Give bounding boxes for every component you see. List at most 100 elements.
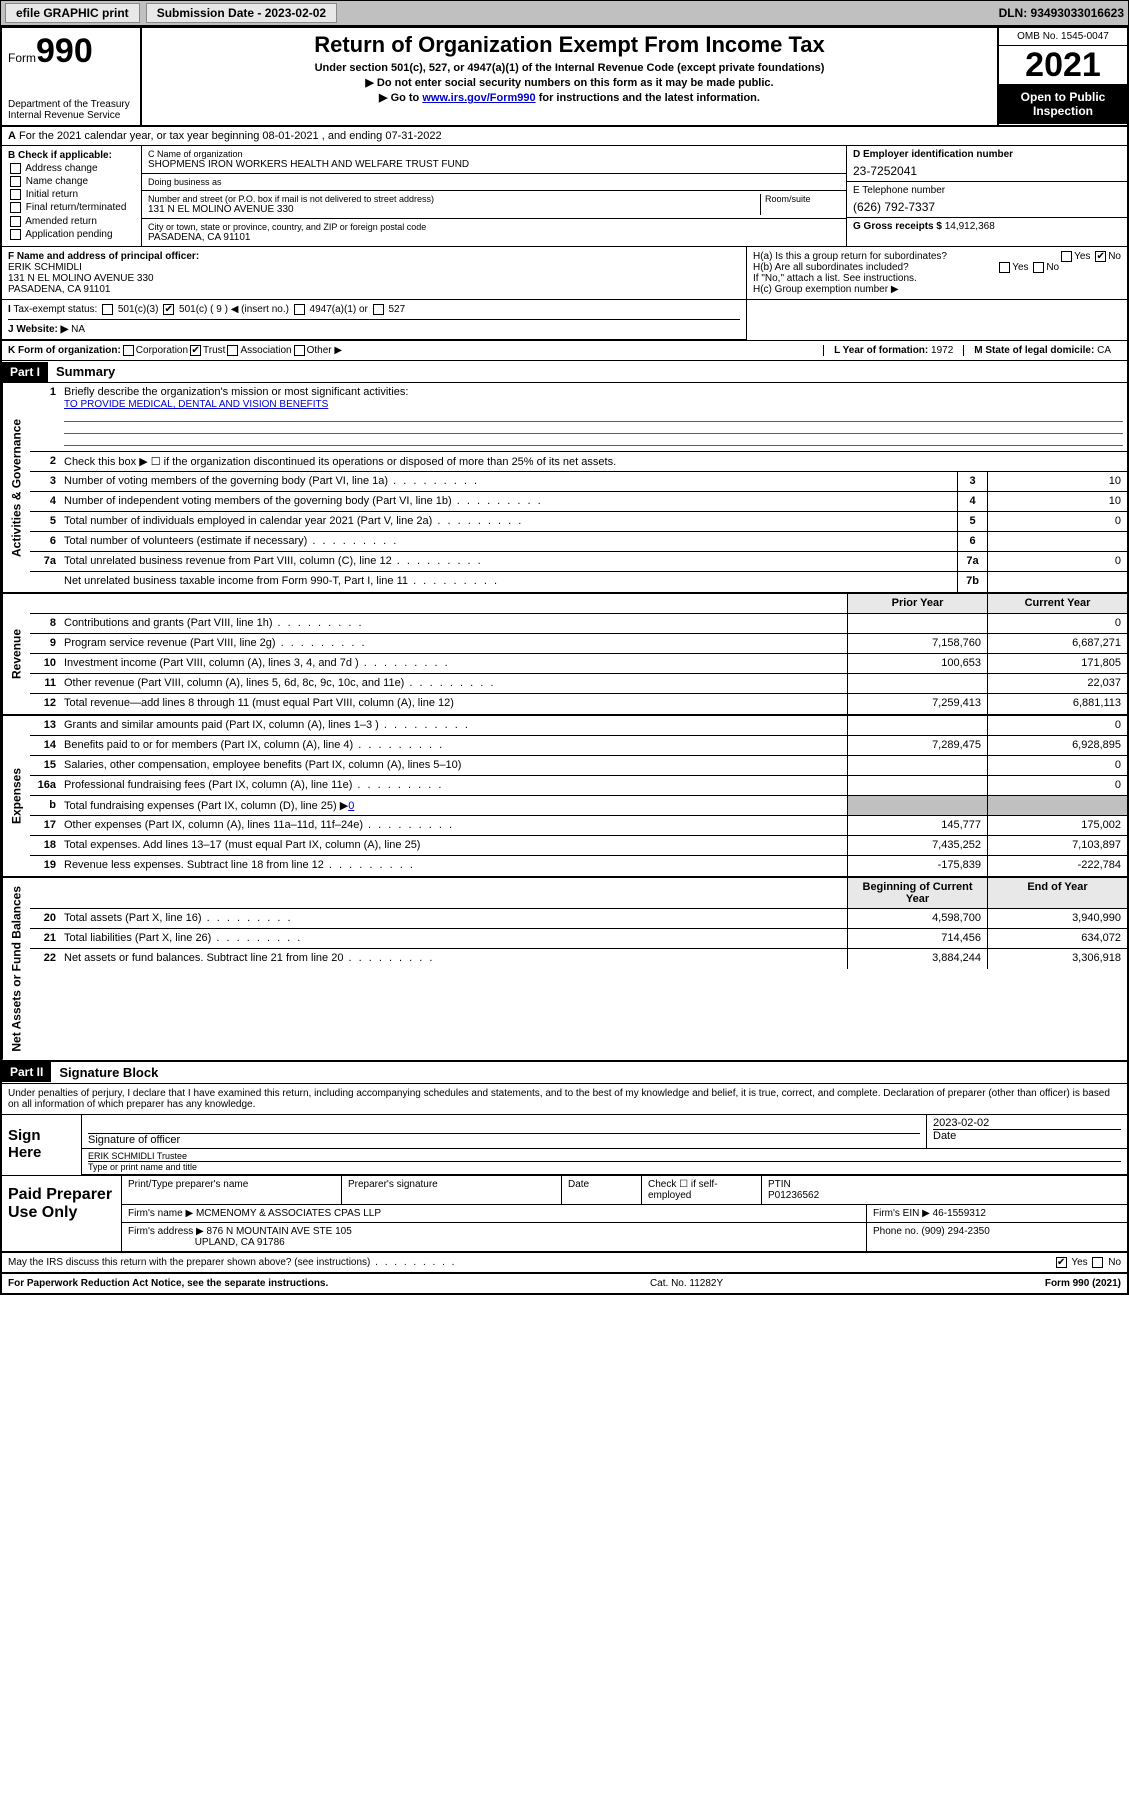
- line11-prior: [847, 674, 987, 693]
- header-left: Form990 Department of the Treasury Inter…: [2, 28, 142, 125]
- chk-final-return[interactable]: Final return/terminated: [8, 202, 135, 213]
- part1-title: Summary: [48, 361, 123, 382]
- line16b-prior: [847, 796, 987, 815]
- status-4947: 4947(a)(1) or: [310, 304, 368, 315]
- side-revenue: Revenue: [2, 594, 30, 714]
- sig-date: 2023-02-02: [933, 1117, 1121, 1129]
- line11-curr: 22,037: [987, 674, 1127, 693]
- officer-addr1: 131 N EL MOLINO AVENUE 330: [8, 273, 154, 284]
- line12-prior: 7,259,413: [847, 694, 987, 714]
- room-label: Room/suite: [765, 194, 840, 204]
- firm-ein-label: Firm's EIN ▶: [873, 1208, 930, 1219]
- phone-label: E Telephone number: [853, 185, 945, 196]
- street-address: 131 N EL MOLINO AVENUE 330: [148, 204, 760, 215]
- year-formation-label: L Year of formation:: [834, 345, 928, 356]
- main-info-block: B Check if applicable: Address change Na…: [2, 146, 1127, 247]
- city-label: City or town, state or province, country…: [148, 222, 840, 232]
- row-i-j: I Tax-exempt status: 501(c)(3) 501(c) ( …: [2, 300, 1127, 341]
- line19-label: Revenue less expenses. Subtract line 18 …: [60, 856, 847, 876]
- line13-label: Grants and similar amounts paid (Part IX…: [60, 716, 847, 735]
- firm-name: MCMENOMY & ASSOCIATES CPAS LLP: [196, 1208, 381, 1219]
- prep-selfemp: Check ☐ if self-employed: [642, 1176, 762, 1204]
- chk-address-change[interactable]: Address change: [8, 163, 135, 174]
- row-f-h: F Name and address of principal officer:…: [2, 247, 1127, 300]
- website-label: J Website: ▶: [8, 324, 68, 335]
- chk-amended-return[interactable]: Amended return: [8, 216, 135, 227]
- line3-label: Number of voting members of the governin…: [60, 472, 957, 491]
- line10-label: Investment income (Part VIII, column (A)…: [60, 654, 847, 673]
- public-inspection: Open to Public Inspection: [999, 84, 1127, 124]
- domicile: CA: [1097, 345, 1111, 356]
- line21-eoy: 634,072: [987, 929, 1127, 948]
- firm-ein: 46-1559312: [933, 1208, 986, 1219]
- ptin-label: PTIN: [768, 1179, 791, 1190]
- footer-left: For Paperwork Reduction Act Notice, see …: [8, 1278, 328, 1289]
- officer-label: F Name and address of principal officer:: [8, 251, 199, 262]
- ptin-value: P01236562: [768, 1190, 819, 1201]
- irs-label: Internal Revenue Service: [8, 110, 134, 121]
- form-header: Form990 Department of the Treasury Inter…: [2, 28, 1127, 127]
- line21-label: Total liabilities (Part X, line 26): [60, 929, 847, 948]
- line15-prior: [847, 756, 987, 775]
- firm-name-label: Firm's name ▶: [128, 1208, 193, 1219]
- chk-name-change[interactable]: Name change: [8, 176, 135, 187]
- prep-sig-hdr: Preparer's signature: [342, 1176, 562, 1204]
- printed-name-label: Type or print name and title: [88, 1161, 1121, 1172]
- chk-application-pending[interactable]: Application pending: [8, 229, 135, 240]
- addr-label: Number and street (or P.O. box if mail i…: [148, 194, 760, 204]
- sub3-pre: Go to: [391, 92, 423, 104]
- governance-section: Activities & Governance 1 Briefly descri…: [2, 383, 1127, 594]
- chk-initial-return[interactable]: Initial return: [8, 189, 135, 200]
- line14-label: Benefits paid to or for members (Part IX…: [60, 736, 847, 755]
- form-title: Return of Organization Exempt From Incom…: [148, 32, 991, 58]
- col-de-contact: D Employer identification number 23-7252…: [847, 146, 1127, 246]
- line12-curr: 6,881,113: [987, 694, 1127, 714]
- subtitle-1: Under section 501(c), 527, or 4947(a)(1)…: [148, 62, 991, 74]
- hb-note: If "No," attach a list. See instructions…: [753, 273, 1121, 284]
- row-k: K Form of organization: Corporation Trus…: [2, 341, 1127, 361]
- line15-curr: 0: [987, 756, 1127, 775]
- efile-button[interactable]: efile GRAPHIC print: [5, 3, 140, 23]
- discuss-label: May the IRS discuss this return with the…: [8, 1257, 456, 1268]
- row-a-tax-year: A For the 2021 calendar year, or tax yea…: [2, 127, 1127, 146]
- form-footer: For Paperwork Reduction Act Notice, see …: [2, 1274, 1127, 1293]
- irs-link[interactable]: www.irs.gov/Form990: [422, 92, 535, 104]
- submission-date-button[interactable]: Submission Date - 2023-02-02: [146, 3, 337, 23]
- officer-name: ERIK SCHMIDLI: [8, 262, 82, 273]
- line16a-label: Professional fundraising fees (Part IX, …: [60, 776, 847, 795]
- penalty-statement: Under penalties of perjury, I declare th…: [2, 1084, 1127, 1115]
- status-527: 527: [388, 304, 405, 315]
- org-assoc: Association: [240, 345, 291, 356]
- line2-label: Check this box ▶ ☐ if the organization d…: [60, 452, 1127, 471]
- netassets-section: Net Assets or Fund Balances Beginning of…: [2, 878, 1127, 1062]
- phone-value: (626) 792-7337: [853, 196, 1121, 214]
- line18-curr: 7,103,897: [987, 836, 1127, 855]
- line20-label: Total assets (Part X, line 16): [60, 909, 847, 928]
- line22-eoy: 3,306,918: [987, 949, 1127, 969]
- line16a-prior: [847, 776, 987, 795]
- line16b-val: 0: [348, 800, 354, 812]
- principal-officer: F Name and address of principal officer:…: [2, 247, 747, 299]
- line9-label: Program service revenue (Part VIII, line…: [60, 634, 847, 653]
- line14-curr: 6,928,895: [987, 736, 1127, 755]
- part2-badge: Part II: [2, 1062, 51, 1082]
- line13-curr: 0: [987, 716, 1127, 735]
- line10-curr: 171,805: [987, 654, 1127, 673]
- line9-curr: 6,687,271: [987, 634, 1127, 653]
- line18-prior: 7,435,252: [847, 836, 987, 855]
- subtitle-3: Go to www.irs.gov/Form990 for instructio…: [148, 91, 991, 104]
- sig-officer-label: Signature of officer: [88, 1133, 920, 1146]
- firm-addr1: 876 N MOUNTAIN AVE STE 105: [207, 1226, 352, 1237]
- prep-name-hdr: Print/Type preparer's name: [122, 1176, 342, 1204]
- line17-prior: 145,777: [847, 816, 987, 835]
- form-number: 990: [36, 32, 93, 70]
- domicile-label: M State of legal domicile:: [974, 345, 1094, 356]
- gross-receipts-value: 14,912,368: [945, 221, 995, 232]
- sign-here-block: Sign Here Signature of officer 2023-02-0…: [2, 1115, 1127, 1176]
- line14-prior: 7,289,475: [847, 736, 987, 755]
- mission-text: TO PROVIDE MEDICAL, DENTAL AND VISION BE…: [64, 399, 328, 410]
- line5-val: 0: [987, 512, 1127, 531]
- status-501c3: 501(c)(3): [118, 304, 159, 315]
- side-netassets: Net Assets or Fund Balances: [2, 878, 30, 1060]
- eoy-hdr: End of Year: [987, 878, 1127, 908]
